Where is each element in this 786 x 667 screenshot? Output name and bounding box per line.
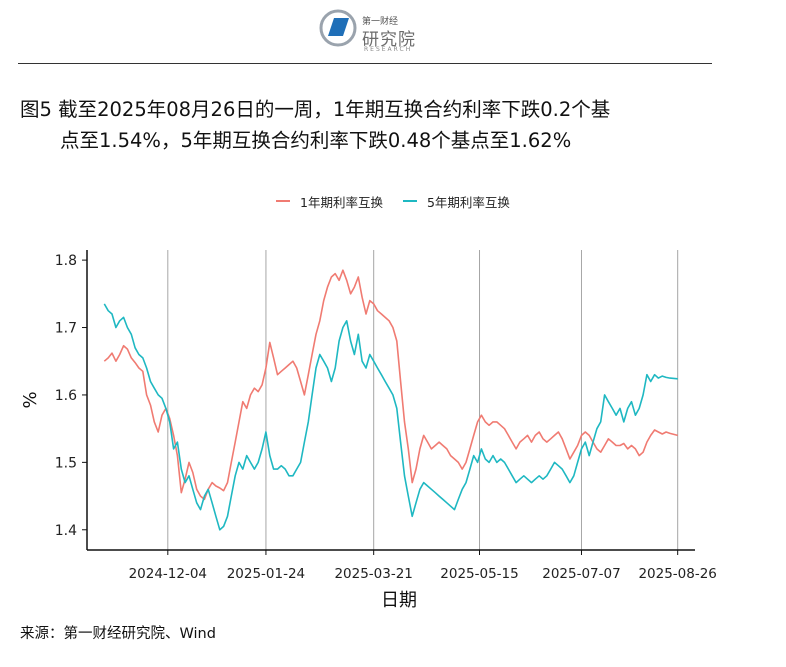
logo-small-text: 第一财经 <box>362 17 399 27</box>
chart-legend: 1年期利率互换 5年期利率互换 <box>0 190 786 211</box>
y-tick-label-2: 1.6 <box>55 388 77 404</box>
x-tick-label-0: 2024-12-04 <box>129 566 207 582</box>
x-axis-title: 日期 <box>381 590 417 611</box>
y-tick-label-1: 1.5 <box>55 455 77 471</box>
x-tick-label-3: 2025-05-15 <box>440 566 518 582</box>
x-tick-label-5: 2025-08-26 <box>638 566 716 582</box>
legend-label-5y: 5年期利率互换 <box>426 194 510 210</box>
x-tick-label-2: 2025-03-21 <box>334 566 412 582</box>
source-note: 来源：第一财经研究院、Wind <box>20 626 216 642</box>
line-chart: 1.4 1.5 1.6 1.7 1.8 2024-12-04 2025-01-24 2025-… <box>20 250 717 611</box>
x-tick-label-1: 2025-01-24 <box>227 566 305 582</box>
y-axis-title: % <box>20 391 41 408</box>
figure-title-line1: 图5 截至2025年08月26日的一周，1年期互换合约利率下跌0.2个基 <box>20 98 611 121</box>
legend-item-1y: 1年期利率互换 <box>276 192 383 211</box>
y-tick-label-4: 1.8 <box>55 253 77 269</box>
figure-title-line2: 点至1.54%，5年期互换合约利率下跌0.48个基点至1.62% <box>60 129 572 152</box>
legend-label-1y: 1年期利率互换 <box>300 194 383 210</box>
header-divider <box>18 63 712 64</box>
figure-title: 图5 截至2025年08月26日的一周，1年期互换合约利率下跌0.2个基 点至1… <box>20 94 760 156</box>
logo-en-text: RESEARCH <box>364 46 413 53</box>
series-line-1y <box>103 269 678 501</box>
legend-swatch-5y <box>402 200 417 202</box>
y-tick-label-3: 1.7 <box>55 321 77 337</box>
series-line-5y <box>103 303 678 531</box>
y-tick-label-0: 1.4 <box>55 523 77 539</box>
legend-swatch-1y <box>276 200 291 202</box>
x-tick-label-4: 2025-07-07 <box>542 566 620 582</box>
logo-mark-icon <box>319 9 357 47</box>
logo-main-text: 研究院 <box>362 30 416 50</box>
legend-item-5y: 5年期利率互换 <box>402 192 510 211</box>
logo: 第一财经 研究院 RESEARCH <box>318 8 428 54</box>
